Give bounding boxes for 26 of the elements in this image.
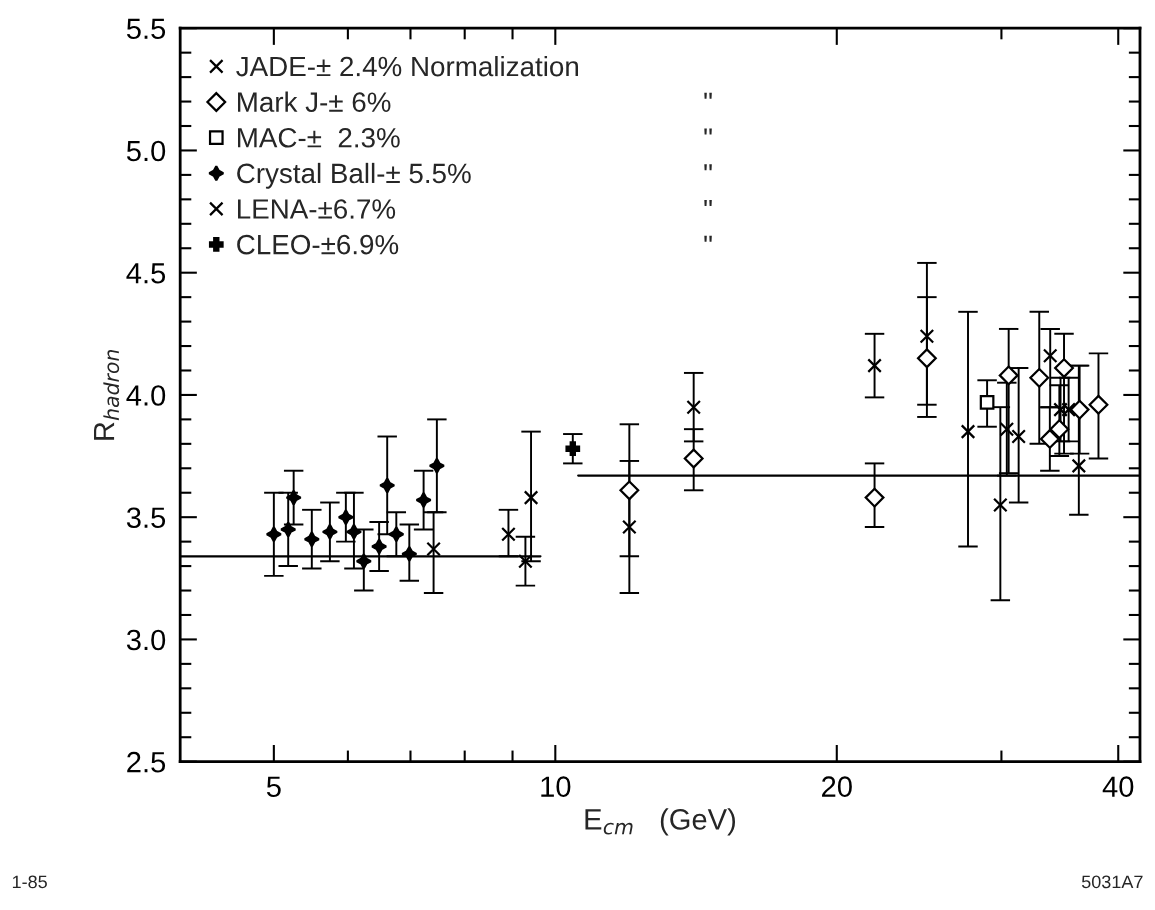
text: 5031A7 <box>1081 875 1143 889</box>
annotation: " <box>704 164 712 171</box>
x-tick-label: 10 <box>541 776 571 797</box>
y-tick-label: 3.5 <box>126 507 166 529</box>
y-tick-label: 2.5 <box>127 751 166 773</box>
text: E$_{cm}$ (GeV) <box>585 808 736 836</box>
annotation: " <box>704 235 712 242</box>
annotation: " <box>704 128 712 135</box>
legend-label: MAC-± 2.3% <box>238 127 400 148</box>
legend-label: LENA-±6.7% <box>238 199 396 219</box>
y-tick-label: 5.0 <box>126 140 166 162</box>
x-tick-label: 40 <box>1102 776 1134 797</box>
annotation: " <box>704 199 712 206</box>
y-tick-label: 3.0 <box>126 629 166 651</box>
y-tick-label: 4.5 <box>126 263 166 284</box>
legend-label: JADE-± 2.4% Normalization <box>236 55 578 77</box>
y-tick-label: 5.5 <box>126 18 166 40</box>
legend-label: Crystal Ball-± 5.5% <box>237 162 471 189</box>
annotation: " <box>704 92 712 99</box>
legend-label: CLEO-±6.9% <box>237 234 399 255</box>
y-axis-title: R$_{hadron}$ <box>94 350 120 440</box>
y-tick-label: 4.0 <box>126 385 166 406</box>
x-tick-label: 20 <box>822 776 852 797</box>
x-tick-label: 5 <box>266 776 281 797</box>
text: 1-85 <box>12 875 47 889</box>
legend-label: Mark J-± 6% <box>238 91 391 113</box>
